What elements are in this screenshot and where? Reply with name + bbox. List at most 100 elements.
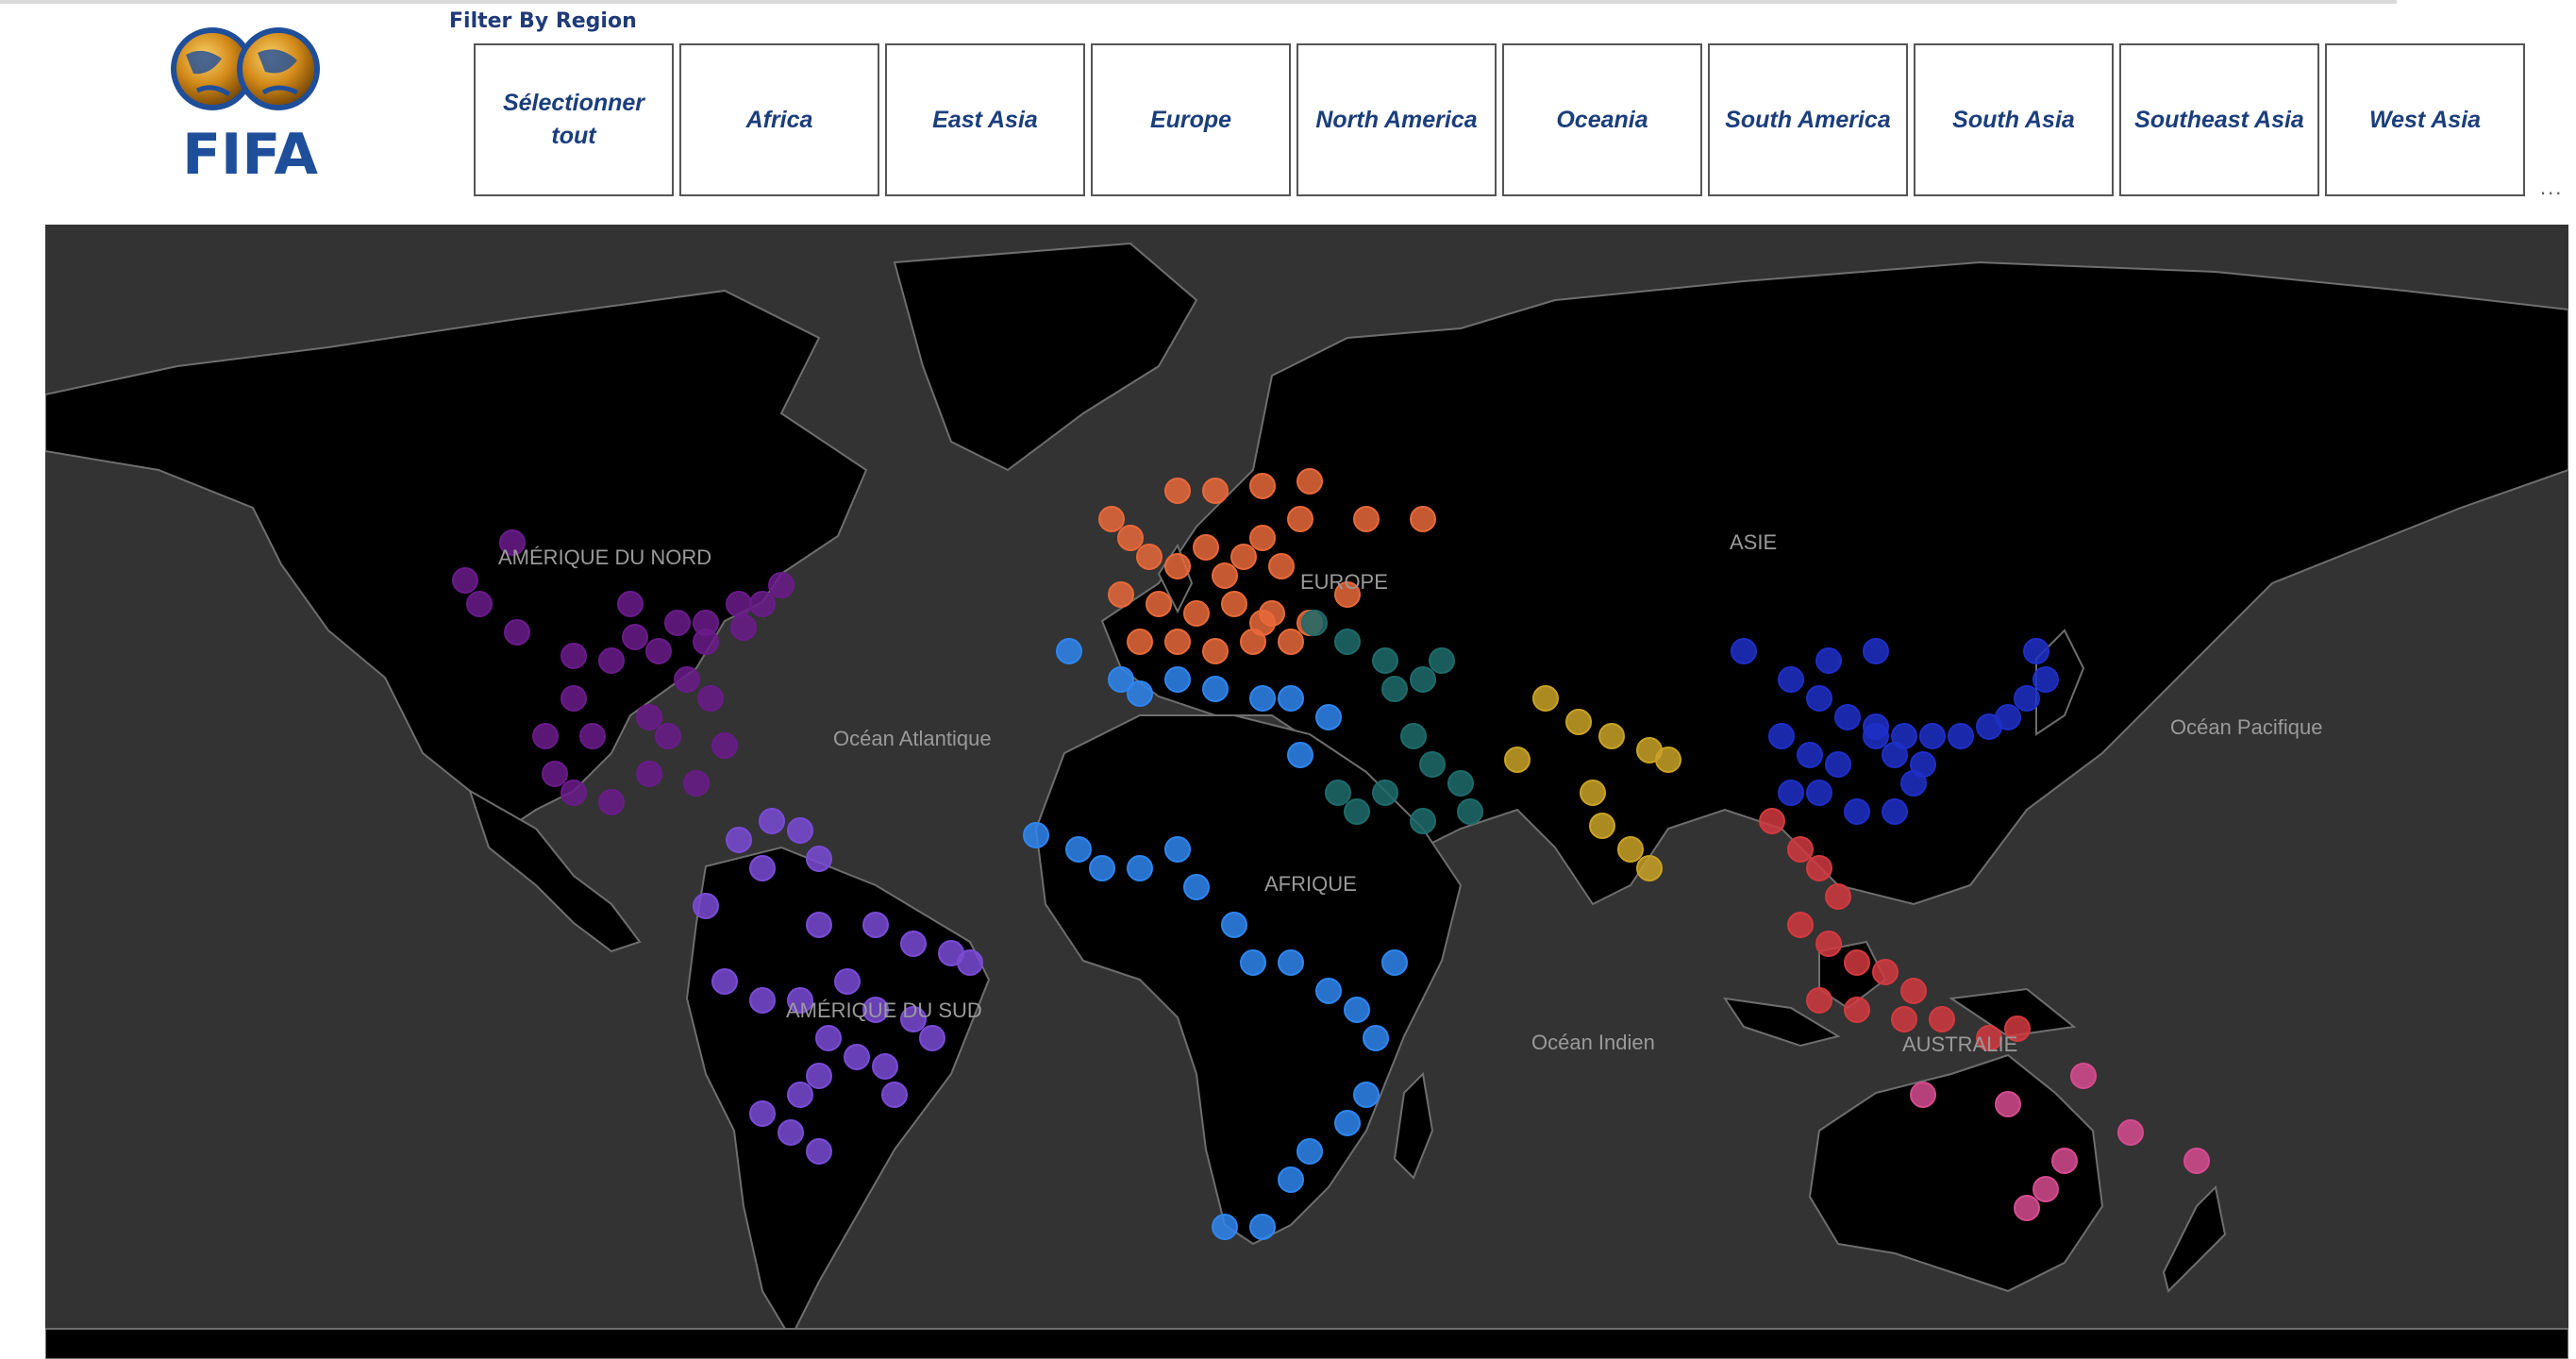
venue-marker-europe[interactable] bbox=[1108, 581, 1134, 608]
venue-marker-europe[interactable] bbox=[1164, 629, 1191, 655]
venue-marker-east-asia[interactable] bbox=[1768, 723, 1795, 749]
venue-marker-west-asia[interactable] bbox=[1457, 798, 1483, 825]
venue-marker-europe[interactable] bbox=[1098, 506, 1125, 532]
venue-marker-south-america[interactable] bbox=[919, 1025, 945, 1051]
venue-marker-east-asia[interactable] bbox=[1995, 704, 2021, 730]
venue-marker-africa[interactable] bbox=[1249, 685, 1276, 712]
venue-marker-southeast-asia[interactable] bbox=[1976, 1025, 2002, 1051]
venue-marker-africa[interactable] bbox=[1065, 836, 1092, 863]
venue-marker-africa[interactable] bbox=[1315, 978, 1342, 1004]
venue-marker-africa[interactable] bbox=[1278, 1166, 1304, 1193]
venue-marker-north-america[interactable] bbox=[622, 624, 648, 650]
slicer-button-south-asia[interactable]: South Asia bbox=[1914, 43, 2114, 196]
venue-marker-europe[interactable] bbox=[1146, 591, 1172, 617]
venue-marker-north-america[interactable] bbox=[466, 591, 493, 617]
venue-marker-africa[interactable] bbox=[1363, 1025, 1389, 1051]
venue-marker-southeast-asia[interactable] bbox=[1759, 808, 1785, 834]
venue-marker-north-america[interactable] bbox=[655, 723, 681, 749]
venue-marker-east-asia[interactable] bbox=[1948, 723, 1974, 749]
venue-marker-europe[interactable] bbox=[1287, 506, 1313, 532]
venue-marker-europe[interactable] bbox=[1353, 506, 1380, 532]
venue-marker-south-america[interactable] bbox=[726, 827, 752, 853]
venue-marker-south-america[interactable] bbox=[787, 1082, 813, 1108]
venue-marker-europe[interactable] bbox=[1240, 629, 1266, 655]
venue-marker-west-asia[interactable] bbox=[1344, 798, 1370, 825]
slicer-button-north-america[interactable]: North America bbox=[1296, 43, 1497, 196]
venue-marker-southeast-asia[interactable] bbox=[1872, 959, 1899, 985]
venue-marker-south-america[interactable] bbox=[806, 846, 832, 872]
venue-marker-europe[interactable] bbox=[1136, 544, 1163, 570]
venue-marker-east-asia[interactable] bbox=[1797, 742, 1823, 768]
slicer-button-africa[interactable]: Africa bbox=[679, 43, 879, 196]
venue-marker-africa[interactable] bbox=[1278, 685, 1304, 712]
venue-marker-europe[interactable] bbox=[1230, 544, 1257, 570]
venue-marker-europe[interactable] bbox=[1164, 553, 1191, 579]
venue-marker-oceania[interactable] bbox=[2032, 1176, 2059, 1202]
venue-marker-southeast-asia[interactable] bbox=[1891, 1006, 1917, 1032]
venue-marker-africa[interactable] bbox=[1381, 949, 1408, 976]
venue-marker-east-asia[interactable] bbox=[1806, 780, 1832, 806]
venue-marker-europe[interactable] bbox=[1249, 473, 1276, 499]
venue-marker-south-asia[interactable] bbox=[1580, 780, 1606, 806]
venue-marker-oceania[interactable] bbox=[2070, 1063, 2097, 1089]
venue-marker-south-america[interactable] bbox=[806, 1138, 832, 1165]
venue-marker-europe[interactable] bbox=[1202, 478, 1229, 504]
venue-marker-europe[interactable] bbox=[1259, 600, 1285, 627]
venue-marker-oceania[interactable] bbox=[1995, 1091, 2021, 1117]
venue-marker-south-asia[interactable] bbox=[1598, 723, 1625, 749]
venue-marker-south-america[interactable] bbox=[844, 1044, 870, 1070]
venue-marker-africa[interactable] bbox=[1221, 912, 1247, 938]
slicer-button-oceania[interactable]: Oceania bbox=[1502, 43, 1702, 196]
venue-marker-south-america[interactable] bbox=[787, 987, 813, 1014]
venue-marker-north-america[interactable] bbox=[768, 572, 795, 598]
venue-marker-west-asia[interactable] bbox=[1325, 780, 1351, 806]
venue-marker-north-america[interactable] bbox=[726, 591, 752, 617]
venue-marker-north-america[interactable] bbox=[645, 638, 672, 664]
venue-marker-south-america[interactable] bbox=[749, 855, 776, 881]
venue-marker-west-asia[interactable] bbox=[1410, 666, 1436, 693]
venue-marker-north-america[interactable] bbox=[693, 610, 719, 636]
venue-marker-north-america[interactable] bbox=[598, 647, 625, 674]
venue-marker-east-asia[interactable] bbox=[1882, 798, 1908, 825]
venue-marker-oceania[interactable] bbox=[2014, 1195, 2040, 1221]
venue-marker-east-asia[interactable] bbox=[2014, 685, 2040, 712]
venue-marker-africa[interactable] bbox=[1164, 836, 1191, 863]
venue-marker-south-america[interactable] bbox=[806, 912, 832, 938]
venue-marker-east-asia[interactable] bbox=[1919, 723, 1946, 749]
venue-marker-southeast-asia[interactable] bbox=[1844, 997, 1870, 1023]
venue-marker-south-america[interactable] bbox=[806, 1063, 832, 1089]
venue-marker-west-asia[interactable] bbox=[1301, 610, 1328, 636]
venue-marker-africa[interactable] bbox=[1023, 822, 1049, 848]
venue-marker-north-america[interactable] bbox=[452, 567, 478, 594]
venue-marker-north-america[interactable] bbox=[499, 529, 526, 556]
venue-marker-south-america[interactable] bbox=[693, 893, 719, 919]
venue-marker-west-asia[interactable] bbox=[1447, 770, 1474, 797]
venue-marker-east-asia[interactable] bbox=[1806, 685, 1832, 712]
venue-marker-southeast-asia[interactable] bbox=[1900, 978, 1927, 1004]
venue-marker-west-asia[interactable] bbox=[1419, 751, 1446, 778]
venue-marker-europe[interactable] bbox=[1212, 562, 1238, 589]
venue-marker-north-america[interactable] bbox=[542, 761, 568, 787]
venue-marker-europe[interactable] bbox=[1334, 581, 1361, 608]
venue-marker-south-america[interactable] bbox=[778, 1119, 804, 1146]
venue-marker-north-america[interactable] bbox=[664, 610, 691, 636]
venue-marker-east-asia[interactable] bbox=[2023, 638, 2049, 664]
venue-marker-east-asia[interactable] bbox=[1731, 638, 1757, 664]
venue-marker-africa[interactable] bbox=[1315, 704, 1342, 730]
venue-marker-west-asia[interactable] bbox=[1372, 647, 1398, 674]
venue-marker-north-america[interactable] bbox=[711, 732, 738, 759]
venue-marker-southeast-asia[interactable] bbox=[1929, 1006, 1955, 1032]
venue-marker-africa[interactable] bbox=[1212, 1214, 1238, 1240]
venue-marker-southeast-asia[interactable] bbox=[2004, 1015, 2031, 1042]
venue-marker-europe[interactable] bbox=[1183, 600, 1210, 627]
venue-marker-east-asia[interactable] bbox=[1863, 638, 1889, 664]
venue-marker-europe[interactable] bbox=[1202, 638, 1229, 664]
venue-marker-east-asia[interactable] bbox=[2032, 666, 2059, 693]
venue-marker-africa[interactable] bbox=[1108, 666, 1134, 693]
venue-marker-south-america[interactable] bbox=[787, 817, 813, 844]
venue-marker-west-asia[interactable] bbox=[1410, 808, 1436, 834]
venue-marker-south-asia[interactable] bbox=[1636, 855, 1663, 881]
venue-marker-north-america[interactable] bbox=[560, 685, 587, 712]
venue-marker-europe[interactable] bbox=[1117, 525, 1144, 551]
venue-marker-north-america[interactable] bbox=[636, 761, 662, 787]
